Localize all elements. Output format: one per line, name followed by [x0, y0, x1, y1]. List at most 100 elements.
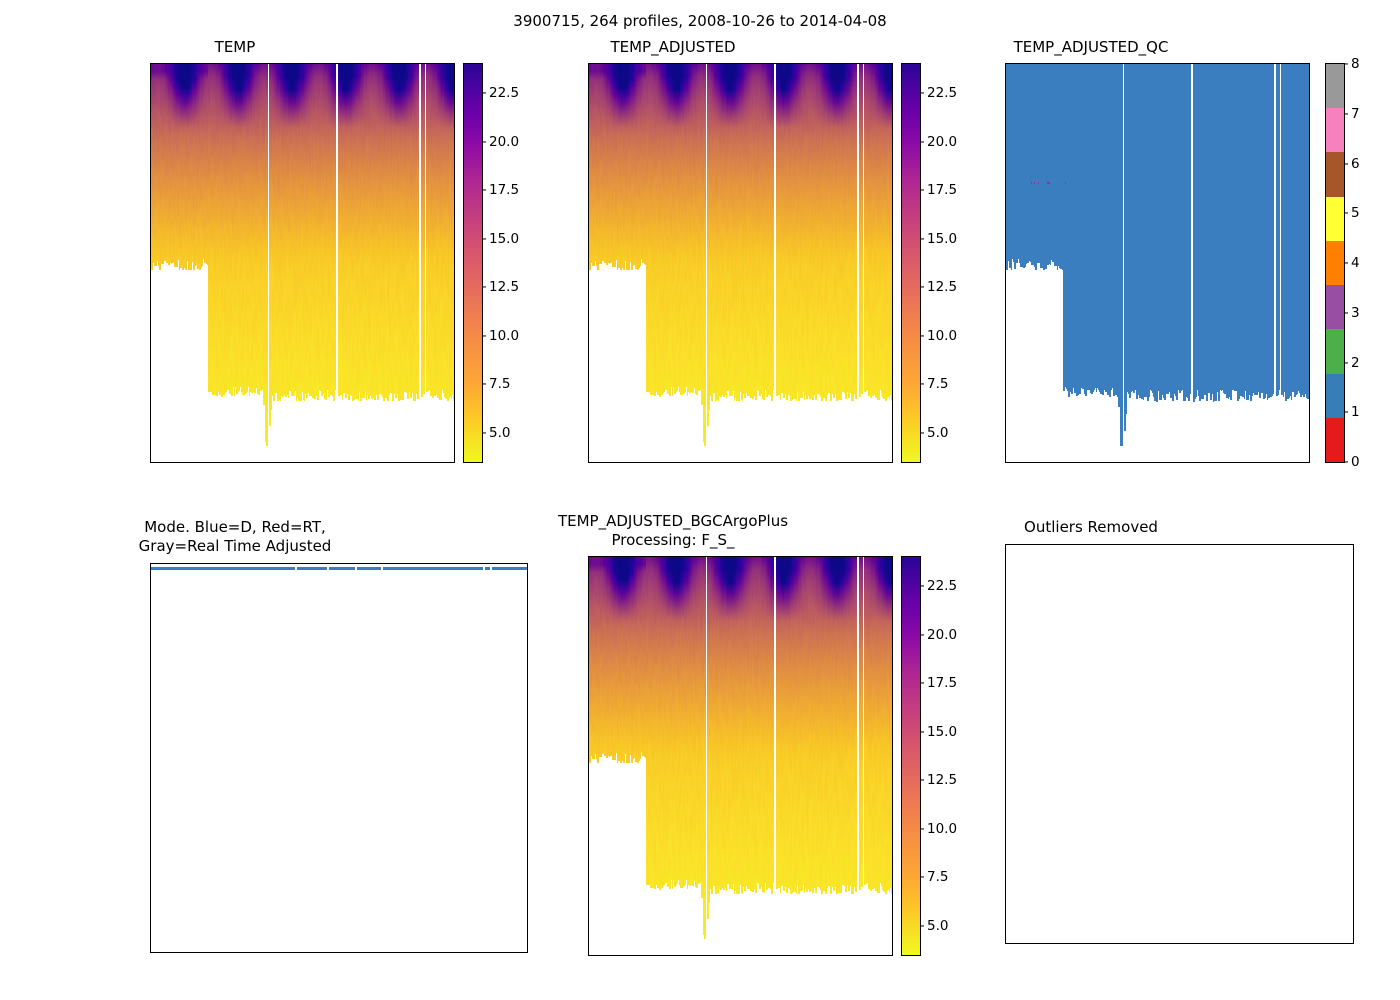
axes-bgc[interactable]: 0200400600800100012002009201020112012201… [588, 556, 893, 956]
qc-profile-column [1252, 64, 1255, 394]
temp-profile-column [293, 64, 296, 396]
qc-xtick-mark [1290, 462, 1291, 463]
bgc-profile-column [792, 557, 794, 892]
axes-outliers[interactable]: 0200400600800100012002009201020112012201… [1005, 544, 1354, 944]
temp-profile-column [263, 64, 266, 406]
bgc-profile-column [888, 557, 891, 893]
temp-adjusted-profile-column [890, 64, 892, 402]
temp-adjusted-profile-column [662, 64, 665, 393]
qc-ytick-mark [1005, 122, 1006, 123]
temp-adjusted-profile-column [885, 64, 887, 401]
colorbar-temp-tick-mark [482, 335, 486, 337]
qc-profile-column [1088, 64, 1091, 390]
temp-adjusted-profile-column [844, 64, 847, 400]
qc-profile-column [1011, 64, 1014, 259]
qc-profile-column [1174, 64, 1177, 396]
temp-profile-column [322, 64, 324, 395]
bgc-profile-column [871, 557, 874, 889]
qc-profile-column [1034, 64, 1037, 270]
qc-profile-column [1126, 64, 1129, 392]
temp-adjusted-profile-column [731, 64, 734, 396]
qc-profile-column [1056, 64, 1059, 270]
bgc-profile-column [653, 557, 656, 883]
qc-profile-column [1158, 64, 1161, 401]
qc-profile-column [1095, 64, 1098, 392]
bgc-profile-column [820, 557, 823, 894]
qc-profile-column [1062, 64, 1065, 270]
temp-profile-column [452, 64, 454, 402]
temp-profile-column [423, 64, 425, 395]
bgc-profile-column [669, 557, 672, 889]
colorbar-temp-adjusted-tick-mark [920, 432, 924, 434]
bgc-profile-column [771, 557, 774, 895]
qc-profile-column [1031, 64, 1034, 265]
bgc-profile-column [636, 557, 638, 760]
qc-colorbar-tick-mark [1344, 361, 1348, 364]
temp-adjusted-profile-column [652, 64, 654, 395]
bgc-profile-column [840, 557, 843, 893]
temp-adjusted-profile-column [657, 64, 660, 392]
temp-profile-column [426, 64, 429, 392]
bgc-profile-column [785, 557, 788, 887]
bgc-profile-column [590, 557, 592, 753]
bgc-ytick-mark [588, 733, 589, 734]
qc-profile-column [1069, 64, 1071, 389]
temp-profile-column [409, 64, 412, 392]
temp-profile-column [448, 64, 451, 399]
temp-profile-column [386, 64, 389, 399]
qc-profile-column [1195, 64, 1198, 397]
temp-adjusted-profile-column [873, 64, 876, 396]
qc-profile-column [1132, 64, 1135, 392]
qc-profile-column [1151, 64, 1154, 393]
qc-profile-column [1179, 64, 1182, 393]
temp-profile-column [176, 64, 179, 268]
qc-ytick-mark [1005, 63, 1006, 64]
temp-adjusted-profile-column [659, 64, 661, 397]
bgc-profile-column [872, 557, 875, 890]
bgc-profile-column [866, 557, 869, 884]
temp-profile-column [332, 64, 335, 397]
bgc-xtick-mark [605, 955, 606, 956]
qc-profile-column [1141, 64, 1144, 399]
temp-adjusted-profile-column [788, 64, 791, 397]
temp-adjusted-profile-column [738, 64, 741, 401]
axes-temp[interactable]: 0200400600800100012002009201020112012201… [150, 63, 455, 463]
qc-profile-column [1283, 64, 1286, 392]
temp-adjusted-profile-column [838, 64, 840, 400]
temp-profile-column [160, 64, 163, 260]
qc-profile-column [1259, 64, 1262, 399]
bgc-profile-column [778, 557, 781, 889]
temp-adjusted-profile-column [851, 64, 854, 401]
qc-profile-column [1238, 64, 1241, 395]
bgc-profile-column [838, 557, 840, 893]
qc-colorbar-tick-label: 5 [1351, 205, 1360, 222]
qc-colorbar-tick-mark [1344, 162, 1348, 165]
bgc-profile-column [634, 557, 637, 763]
temp-adjusted-profile-column [848, 64, 851, 398]
qc-profile-column [1082, 64, 1085, 390]
bgc-profile-column [589, 557, 591, 763]
temp-adjusted-profile-column [735, 64, 738, 402]
axes-mode[interactable]: 200920102011201220132014Delayed ModeReal… [150, 563, 528, 953]
bgc-profile-column [882, 557, 885, 893]
colorbar-temp-tick-mark [482, 92, 486, 94]
qc-profile-column [1234, 64, 1237, 392]
bgc-profile-column [885, 557, 887, 894]
qc-profile-column [1237, 64, 1240, 400]
mode-gap [326, 566, 329, 572]
qc-profile-column [1294, 64, 1296, 398]
qc-flag-marker [1031, 181, 1034, 184]
colorbar-temp-tick-label: 10.0 [489, 327, 520, 344]
temp-profile-column [224, 64, 227, 393]
temp-profile-column [340, 64, 343, 396]
temp-adjusted-profile-column [870, 64, 873, 399]
axes-temp-adjusted-qc[interactable]: 0200400600800100012002009201020112012201… [1005, 63, 1310, 463]
bgc-xtick-mark [658, 955, 659, 956]
temp-profile-column [235, 64, 238, 394]
qc-profile-column [1046, 64, 1048, 260]
temp-profile-column [156, 64, 159, 262]
temp-adjusted-profile-column [621, 64, 623, 269]
temp-adjusted-profile-column [622, 64, 625, 261]
axes-temp-adjusted[interactable]: 0200400600800100012002009201020112012201… [588, 63, 893, 463]
panel-temp-title: TEMP [214, 38, 256, 56]
